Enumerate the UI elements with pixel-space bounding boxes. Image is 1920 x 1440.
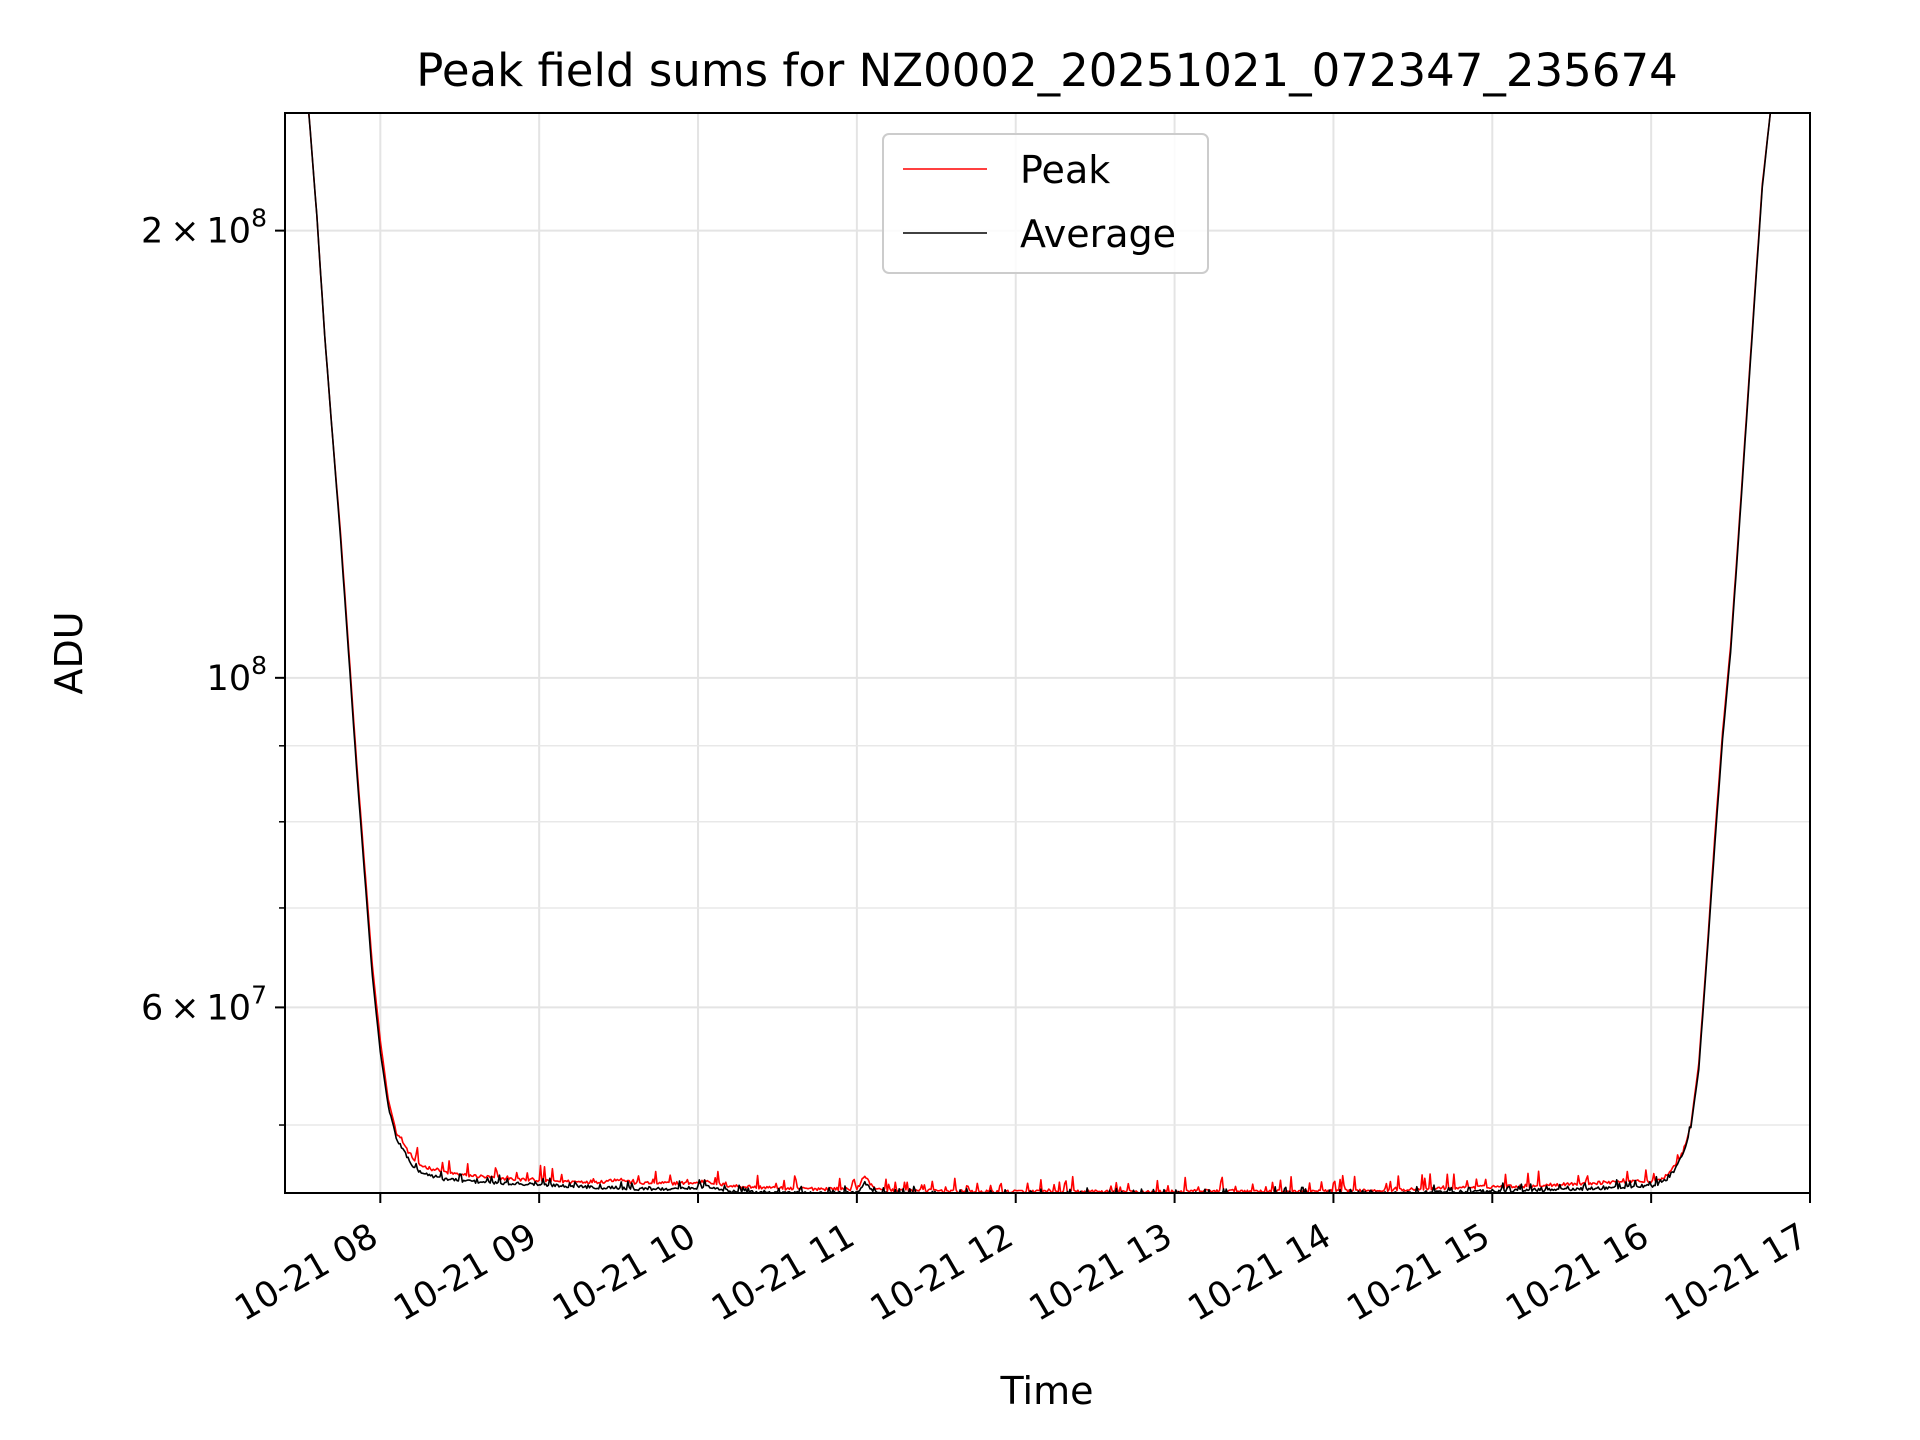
y-ticks: 6 × 107 108 2 × 108 <box>141 204 285 1126</box>
legend-average-label: Average <box>1020 212 1176 256</box>
y-tick-label: 108 <box>207 651 267 699</box>
x-axis-label: Time <box>1000 1369 1094 1413</box>
plot-frame <box>284 112 1811 1194</box>
plot-series <box>285 113 1810 1193</box>
y-tick-label: 2 × 108 <box>141 204 267 252</box>
legend: Peak Average <box>882 133 1209 274</box>
chart-title: Peak field sums for NZ0002_20251021_0723… <box>416 44 1677 97</box>
y-tick-label: 6 × 107 <box>141 980 267 1028</box>
legend-peak-label: Peak <box>1020 148 1110 192</box>
y-axis-label: ADU <box>47 611 91 694</box>
peak-series-line <box>285 113 1810 1193</box>
average-series-line <box>285 113 1810 1193</box>
